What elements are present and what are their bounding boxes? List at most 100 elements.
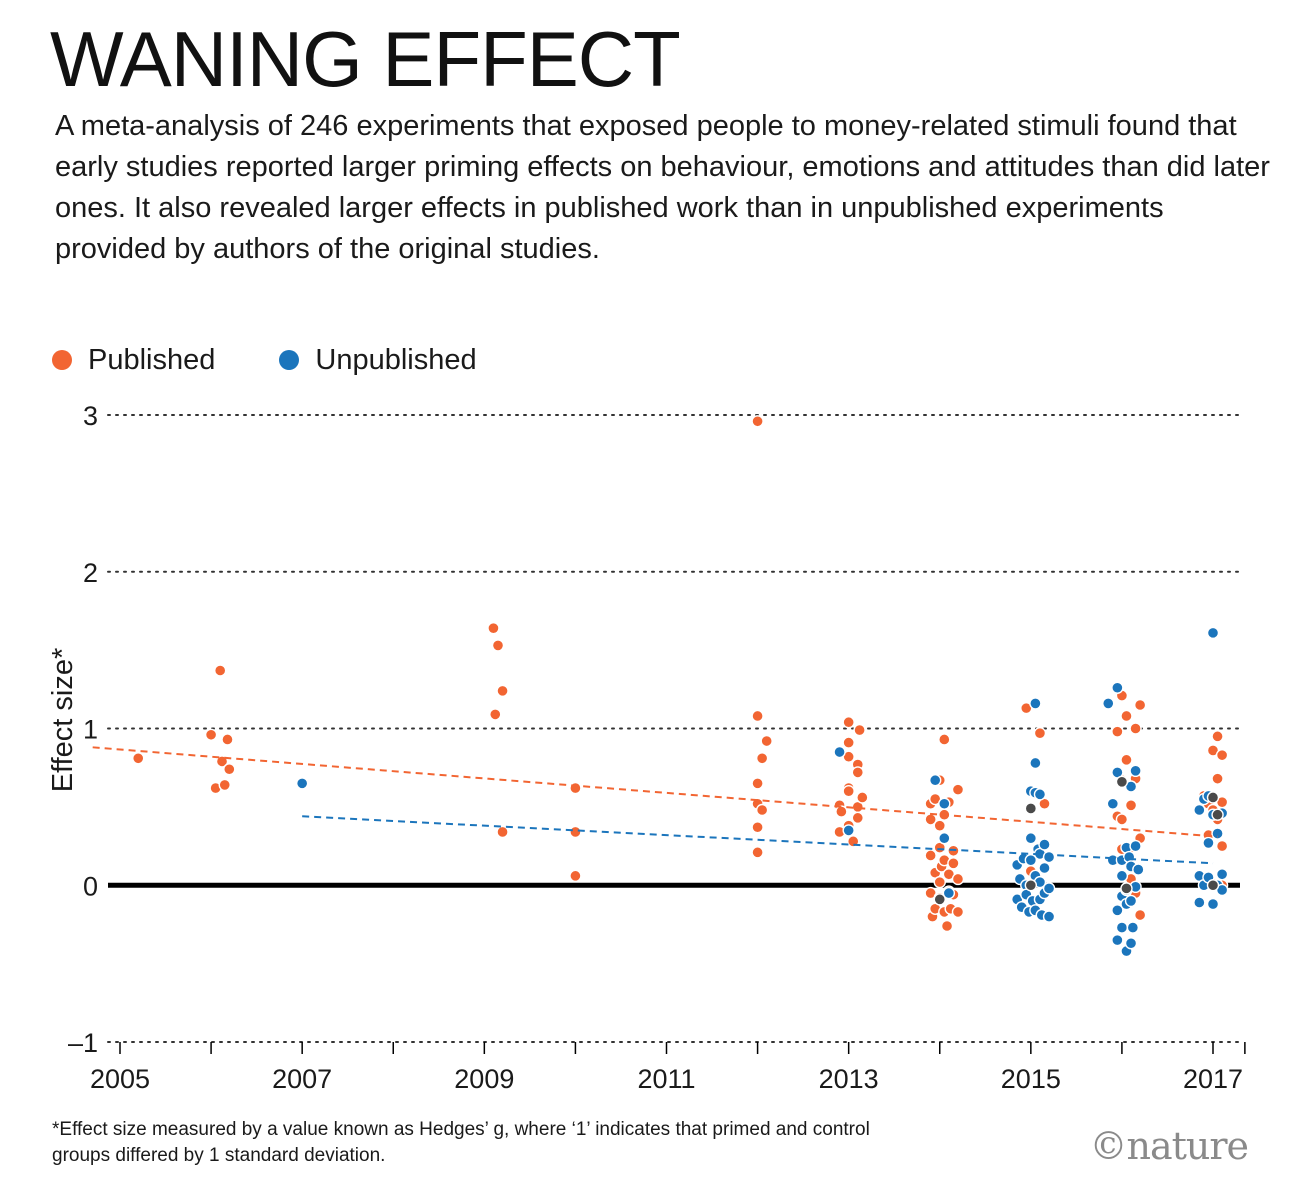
published-point <box>1211 730 1224 743</box>
chart-title: WANING EFFECT <box>50 15 681 103</box>
nature-logo: ©nature <box>1089 1124 1249 1168</box>
chart-subtitle: A meta-analysis of 246 experiments that … <box>55 110 1270 265</box>
published-point <box>1215 839 1229 853</box>
unpublished-point <box>1111 681 1124 694</box>
published-point <box>489 708 502 721</box>
unpublished-point <box>842 824 855 837</box>
published-point <box>751 821 764 834</box>
published-point <box>933 875 946 889</box>
unpublished-point <box>942 886 956 900</box>
published-dot-icon <box>52 350 72 370</box>
legend-item-published: Published <box>52 344 215 377</box>
grid-lines: 3 2 1 0 –1 <box>68 401 1241 1058</box>
published-point <box>1120 709 1133 723</box>
published-point <box>1115 813 1129 826</box>
overlap-point <box>1206 879 1220 892</box>
x-tick-label: 2005 <box>90 1064 150 1094</box>
published-point <box>853 723 866 737</box>
unpublished-point <box>1126 921 1140 934</box>
unpublished-point <box>1038 861 1051 875</box>
published-point <box>755 803 769 817</box>
published-point <box>940 919 954 933</box>
unpublished-point <box>1038 838 1051 851</box>
published-point <box>755 752 769 765</box>
unpublished-point <box>1193 803 1206 817</box>
published-point <box>924 849 937 862</box>
unpublished-trend-line <box>302 815 1214 865</box>
unpublished-point <box>1106 797 1120 810</box>
legend: Published Unpublished <box>52 340 541 380</box>
published-point <box>760 734 773 748</box>
unpublished-point <box>1111 933 1124 947</box>
unpublished-point <box>295 777 309 790</box>
y-tick-label: –1 <box>68 1028 98 1058</box>
unpublished-point <box>1115 869 1129 883</box>
overlap-point <box>933 893 946 906</box>
unpublished-point <box>1129 839 1142 853</box>
published-point <box>842 785 855 798</box>
unpublished-point <box>1115 921 1129 934</box>
overlap-point <box>1024 879 1038 892</box>
x-tick-label: 2013 <box>819 1064 879 1094</box>
y-tick-label: 0 <box>83 871 98 901</box>
published-point <box>856 791 869 804</box>
y-tick-label: 3 <box>83 401 98 431</box>
legend-label-unpublished: Unpublished <box>315 343 477 376</box>
unpublished-point <box>1211 827 1224 840</box>
published-point <box>496 684 509 698</box>
y-tick-label: 1 <box>83 715 98 745</box>
unpublished-point <box>1042 910 1056 923</box>
scatter-plot: 3 2 1 0 –1 2005 2007 2009 2011 2013 2015 2017 Effe… <box>47 401 1246 1094</box>
data-points <box>132 415 1229 958</box>
published-point <box>947 857 960 870</box>
unpublished-point <box>938 797 951 810</box>
published-point <box>938 733 951 746</box>
unpublished-point <box>1111 904 1124 917</box>
trend-lines <box>92 746 1218 865</box>
published-point <box>1129 722 1142 735</box>
published-point <box>496 825 509 839</box>
published-point <box>1133 698 1147 712</box>
y-tick-label: 2 <box>83 558 98 588</box>
published-point <box>951 783 965 796</box>
overlap-point <box>1206 791 1220 804</box>
published-point <box>491 639 505 652</box>
unpublished-point <box>1029 756 1042 770</box>
published-point <box>835 805 848 818</box>
unpublished-point <box>1024 832 1038 845</box>
published-point <box>951 872 965 886</box>
unpublished-point <box>833 745 846 759</box>
y-axis: Effect size* <box>47 648 79 793</box>
published-point <box>751 777 764 790</box>
published-point <box>751 415 764 428</box>
published-point <box>842 736 855 749</box>
unpublished-point <box>1215 868 1229 881</box>
unpublished-point <box>1129 764 1142 778</box>
unpublished-point <box>1193 896 1206 909</box>
published-point <box>1215 748 1229 762</box>
published-point <box>1211 772 1224 785</box>
published-point <box>223 763 236 776</box>
footnote: *Effect size measured by a value known a… <box>52 1119 870 1166</box>
legend-label-published: Published <box>88 343 216 376</box>
published-point <box>851 811 864 825</box>
published-point <box>933 819 946 832</box>
published-point <box>569 869 582 883</box>
published-point <box>204 728 218 741</box>
published-point <box>1133 908 1147 922</box>
unpublished-point <box>1202 836 1215 850</box>
overlap-point <box>1115 775 1129 788</box>
published-point <box>951 905 965 919</box>
x-tick-label: 2011 <box>637 1064 695 1094</box>
published-point <box>569 825 582 839</box>
unpublished-point <box>1102 697 1115 710</box>
unpublished-point <box>1206 626 1220 640</box>
unpublished-point <box>1132 863 1145 876</box>
unpublished-point <box>1029 697 1042 710</box>
unpublished-point <box>1024 853 1038 867</box>
unpublished-point <box>1124 937 1138 950</box>
unpublished-point <box>1033 788 1047 801</box>
published-point <box>1124 799 1138 812</box>
published-point <box>132 752 145 765</box>
published-point <box>569 781 582 795</box>
